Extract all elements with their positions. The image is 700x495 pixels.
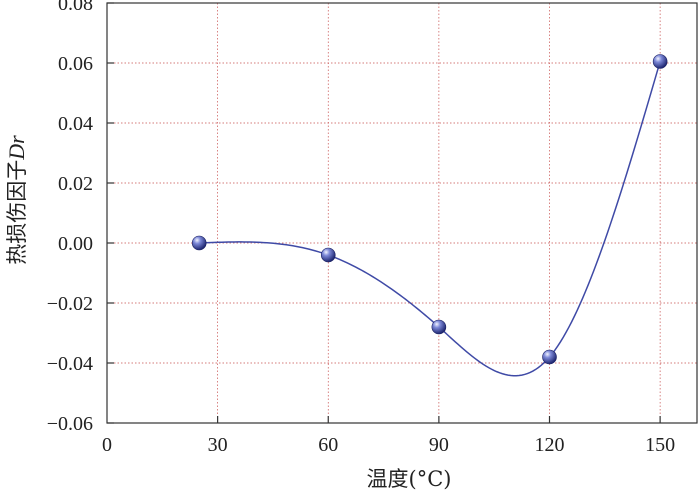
y-tick-label: −0.04 <box>47 353 93 375</box>
x-tick-label: 60 <box>318 434 338 456</box>
plot-area-frame <box>106 2 698 424</box>
y-tick-label: 0.04 <box>58 113 93 135</box>
x-tick-label: 150 <box>645 434 675 456</box>
y-tick-label: 0.08 <box>58 0 93 15</box>
x-tick-label: 0 <box>102 434 112 456</box>
y-tick-labels: −0.06 −0.04 −0.02 0.00 0.02 0.04 0.06 0.08 <box>47 0 93 435</box>
series-line <box>199 61 661 377</box>
y-axis-title-symbol: Dr <box>4 135 29 161</box>
y-tick-label: 0.02 <box>58 173 93 195</box>
data-point <box>431 319 447 335</box>
x-tick-labels: 0 30 60 90 120 150 <box>102 434 675 456</box>
y-axis-title: 热损伤因子Dr <box>4 135 29 265</box>
y-axis-title-text: 热损伤因子 <box>5 160 29 265</box>
y-tick-label: −0.02 <box>47 293 93 315</box>
x-axis-title: 温度(°C) <box>367 467 452 491</box>
grid-lines <box>107 3 697 423</box>
y-tick-label: 0.00 <box>58 233 93 255</box>
x-tick-label: 30 <box>208 434 228 456</box>
data-point <box>652 54 668 69</box>
axis-ticks <box>107 2 661 424</box>
x-tick-label: 90 <box>429 434 449 456</box>
y-tick-label: 0.06 <box>58 53 93 75</box>
y-tick-label: −0.06 <box>47 413 93 435</box>
data-point <box>191 235 207 251</box>
data-markers <box>191 54 668 365</box>
data-point <box>542 349 557 365</box>
data-point <box>320 247 336 263</box>
x-tick-label: 120 <box>535 434 565 456</box>
